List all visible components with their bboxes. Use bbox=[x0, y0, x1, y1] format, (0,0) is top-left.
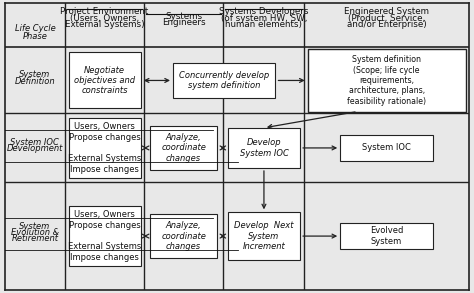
Bar bbox=[340, 135, 433, 161]
Text: System definition
(Scope; life cycle
requirements,
architecture, plans,
feasibil: System definition (Scope; life cycle req… bbox=[347, 55, 426, 106]
Text: Users, Owners: Users, Owners bbox=[74, 122, 135, 131]
Text: human elements): human elements) bbox=[226, 21, 302, 29]
Text: (Product, Service,: (Product, Service, bbox=[348, 14, 425, 23]
Text: External Systems): External Systems) bbox=[65, 21, 145, 29]
Text: Retirement: Retirement bbox=[11, 234, 58, 243]
Bar bbox=[228, 212, 300, 260]
Text: System IOC: System IOC bbox=[362, 144, 411, 152]
Text: Impose changes: Impose changes bbox=[70, 253, 139, 263]
Text: System IOC: System IOC bbox=[10, 138, 59, 147]
Text: Phase: Phase bbox=[22, 32, 47, 41]
Text: Systems: Systems bbox=[165, 11, 202, 21]
Text: Evolved
System: Evolved System bbox=[370, 226, 403, 246]
Bar bbox=[150, 126, 217, 170]
Text: Propose changes: Propose changes bbox=[69, 132, 140, 142]
Text: Concurrently develop
system definition: Concurrently develop system definition bbox=[179, 71, 269, 90]
Bar bbox=[340, 223, 433, 249]
Bar bbox=[173, 62, 275, 98]
Text: Definition: Definition bbox=[15, 77, 55, 86]
Bar bbox=[308, 49, 465, 112]
Text: Propose changes: Propose changes bbox=[69, 221, 140, 230]
Text: Systems Developers: Systems Developers bbox=[219, 7, 309, 16]
Text: Analyze,
coordinate
changes: Analyze, coordinate changes bbox=[161, 221, 206, 251]
Text: Engineered System: Engineered System bbox=[344, 7, 429, 16]
Text: Development: Development bbox=[7, 144, 63, 153]
Bar bbox=[69, 118, 141, 178]
Text: Users, Owners: Users, Owners bbox=[74, 210, 135, 219]
Text: System: System bbox=[19, 222, 51, 231]
Text: (of system HW, SW,: (of system HW, SW, bbox=[221, 14, 307, 23]
Bar bbox=[69, 52, 141, 108]
Bar bbox=[150, 214, 217, 258]
Text: Project Environment: Project Environment bbox=[61, 7, 149, 16]
Text: Develop
System IOC: Develop System IOC bbox=[239, 138, 288, 158]
Text: Engineers: Engineers bbox=[162, 18, 205, 27]
Text: External Systems: External Systems bbox=[68, 243, 141, 251]
Text: and/or Enterprise): and/or Enterprise) bbox=[346, 21, 427, 29]
Text: Life Cycle: Life Cycle bbox=[15, 25, 55, 33]
Text: Analyze,
coordinate
changes: Analyze, coordinate changes bbox=[161, 133, 206, 163]
Text: System: System bbox=[19, 70, 51, 79]
Bar bbox=[69, 206, 141, 266]
Text: (Users, Owners,: (Users, Owners, bbox=[70, 14, 139, 23]
Text: Impose changes: Impose changes bbox=[70, 165, 139, 174]
Text: External Systems: External Systems bbox=[68, 154, 141, 163]
Text: Negotiate
objectives and
constraints: Negotiate objectives and constraints bbox=[74, 66, 135, 95]
Bar bbox=[228, 128, 300, 168]
Text: Develop  Next
System
Increment: Develop Next System Increment bbox=[234, 221, 294, 251]
Text: Evolution &: Evolution & bbox=[11, 228, 59, 237]
